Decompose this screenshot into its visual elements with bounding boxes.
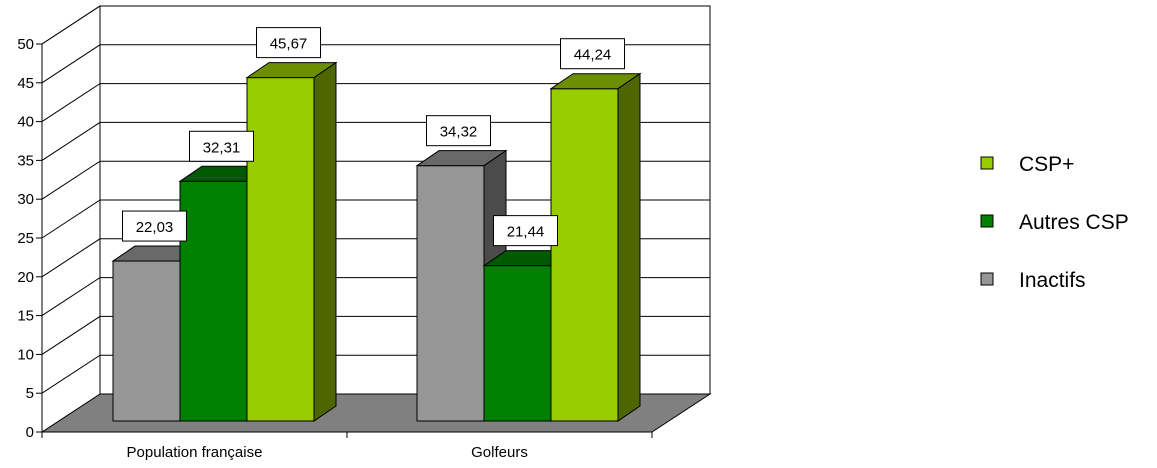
bar-side (617, 72, 641, 422)
legend-swatch (980, 214, 994, 228)
x-tick-label: Golfeurs (471, 444, 528, 461)
data-label-box (426, 115, 491, 147)
gridline (41, 83, 710, 123)
gridline (41, 160, 710, 200)
y-tick-label: 0 (26, 424, 34, 441)
data-label: 32,31 (203, 139, 241, 156)
data-label-box (560, 38, 625, 70)
legend-label: CSP+ (1019, 153, 1074, 176)
bar (245, 61, 338, 422)
y-tick-label: 10 (17, 346, 34, 363)
data-label: 44,24 (574, 47, 612, 64)
bar-front (550, 88, 619, 422)
y-tick-label: 20 (17, 269, 34, 286)
gridline (41, 199, 710, 239)
y-tick-label: 15 (17, 308, 34, 325)
bar-front (112, 260, 181, 422)
data-label-box (256, 27, 321, 59)
data-label-box (122, 210, 187, 242)
data-label: 34,32 (440, 124, 478, 141)
bar-front (483, 265, 552, 422)
gridline (41, 121, 710, 161)
data-label-box (189, 130, 254, 162)
legend-label: Inactifs (1019, 269, 1086, 292)
data-label-box (493, 215, 558, 247)
legend-swatch (980, 156, 994, 170)
data-label: 22,03 (136, 219, 174, 236)
data-label: 21,44 (507, 224, 545, 241)
gridline (41, 44, 710, 84)
bar (549, 72, 642, 422)
x-tick-label: Population française (127, 444, 263, 461)
legend-swatch (980, 272, 994, 286)
bar-front (179, 180, 248, 422)
y-tick-label: 50 (17, 36, 34, 53)
y-tick-label: 45 (17, 75, 34, 92)
y-tick-label: 5 (26, 385, 34, 402)
y-tick-label: 30 (17, 191, 34, 208)
data-label: 45,67 (270, 36, 308, 53)
bar-front (416, 165, 485, 422)
bar-front (246, 77, 315, 422)
y-tick-label: 25 (17, 230, 34, 247)
y-tick-label: 40 (17, 114, 34, 131)
legend-label: Autres CSP (1019, 211, 1129, 234)
bar-side (313, 61, 337, 422)
y-tick-label: 35 (17, 152, 34, 169)
gridline (41, 5, 710, 45)
